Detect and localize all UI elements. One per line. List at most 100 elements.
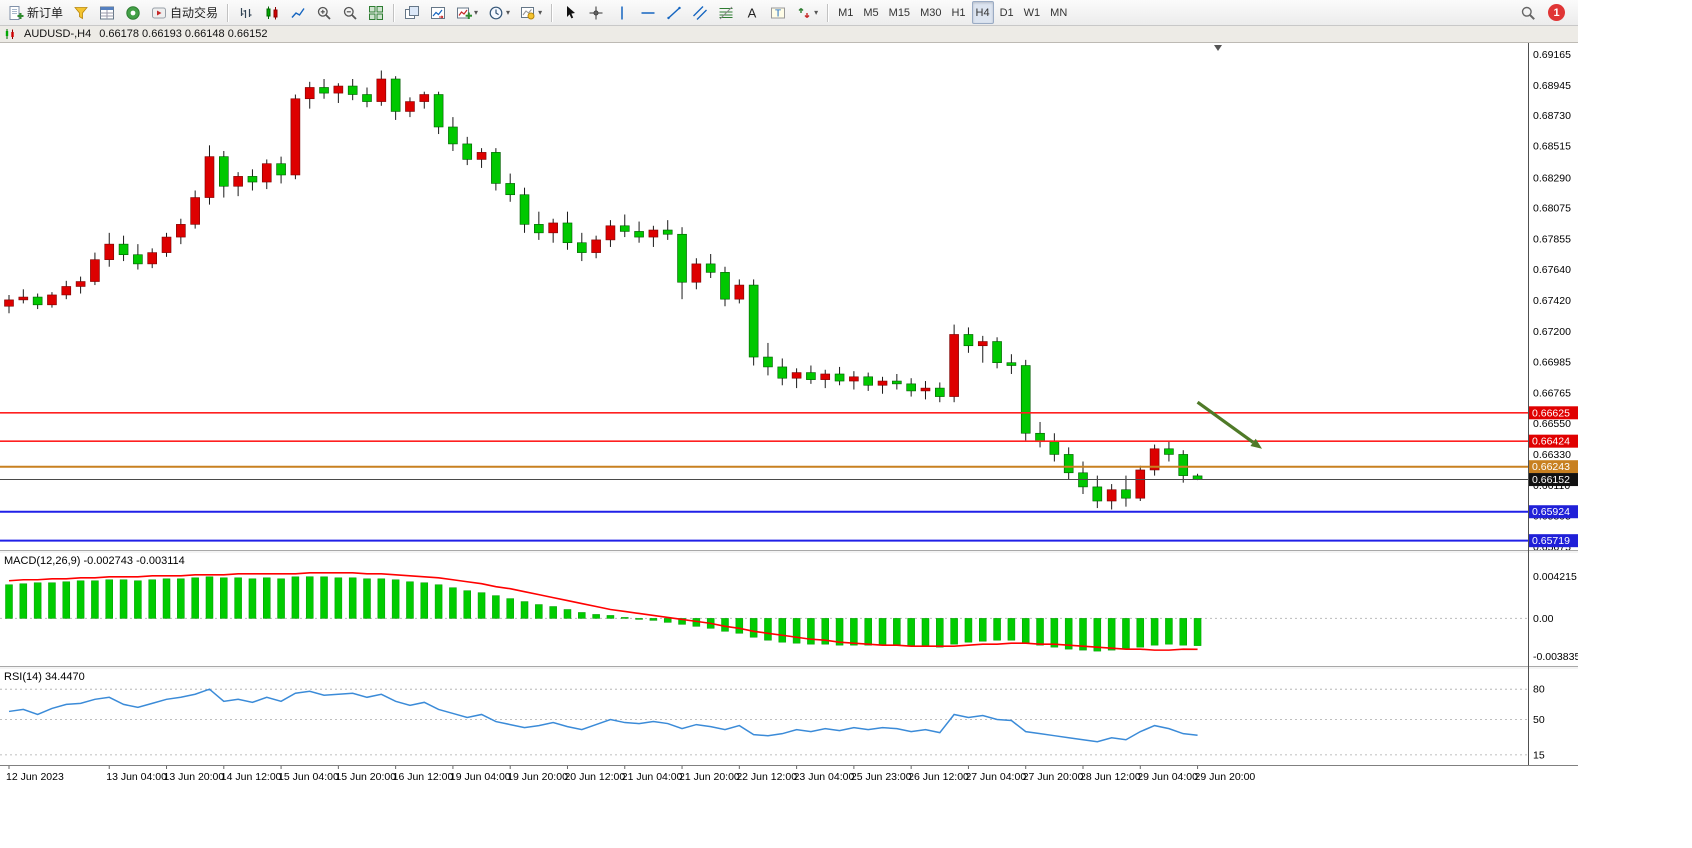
navigator-button[interactable] xyxy=(121,1,145,24)
bar-chart-button[interactable] xyxy=(234,1,258,24)
arrows-button[interactable]: ▾ xyxy=(792,1,822,24)
svg-text:19 Jun 20:00: 19 Jun 20:00 xyxy=(507,771,568,783)
chart-window-icon[interactable] xyxy=(4,28,16,40)
timeframe-h1-button[interactable]: H1 xyxy=(947,1,969,24)
price-axis-flag: 0.66152 xyxy=(1529,473,1578,487)
profiles-icon xyxy=(73,5,89,21)
search-icon xyxy=(1520,5,1536,21)
svg-text:80: 80 xyxy=(1533,684,1545,696)
new-order-button-label: 新订单 xyxy=(27,6,64,20)
macd-signal-line xyxy=(8,572,1198,651)
svg-text:0.66550: 0.66550 xyxy=(1533,418,1571,430)
profiles-button[interactable] xyxy=(69,1,93,24)
market-watch-button[interactable] xyxy=(95,1,119,24)
timeframe-m1-button[interactable]: M1 xyxy=(834,1,857,24)
svg-text:0.66424: 0.66424 xyxy=(1532,436,1570,448)
svg-text:0.68730: 0.68730 xyxy=(1533,110,1571,122)
timeframe-d1-button[interactable]: D1 xyxy=(996,1,1018,24)
chevron-down-icon: ▾ xyxy=(538,8,543,17)
svg-text:19 Jun 04:00: 19 Jun 04:00 xyxy=(450,771,511,783)
chart-canvas[interactable]: 0.69165 0.68945 0.68730 0.68515 0.68290 0.680… xyxy=(0,43,1578,787)
timeframe-m30-button[interactable]: M30 xyxy=(916,1,945,24)
svg-text:-0.003835: -0.003835 xyxy=(1533,651,1578,663)
templates-icon xyxy=(520,5,536,21)
timeframe-m15-button[interactable]: M15 xyxy=(885,1,914,24)
chart-shift-button[interactable] xyxy=(426,1,450,24)
indicators-button[interactable]: ▾ xyxy=(452,1,482,24)
chart-shift-marker[interactable] xyxy=(1214,45,1222,51)
chart-shift-icon xyxy=(430,5,446,21)
rsi-label: RSI(14) 34.4470 xyxy=(4,671,85,683)
toolbar-separator xyxy=(393,3,396,22)
bar-chart-icon xyxy=(238,5,254,21)
svg-text:50: 50 xyxy=(1533,714,1545,726)
svg-text:28 Jun 12:00: 28 Jun 12:00 xyxy=(1080,771,1141,783)
svg-text:T: T xyxy=(775,8,781,19)
auto-trading-button[interactable]: 自动交易 xyxy=(147,1,222,24)
macd-histogram xyxy=(5,576,1202,652)
zoom-in-button[interactable] xyxy=(312,1,336,24)
horizontal-line-button[interactable] xyxy=(636,1,660,24)
vertical-line-button[interactable] xyxy=(610,1,634,24)
timeframe-d1-button-label: D1 xyxy=(999,6,1014,19)
svg-text:0.67420: 0.67420 xyxy=(1533,295,1571,307)
chart-symbol-timeframe: AUDUSD-,H4 xyxy=(24,28,92,40)
periods-icon xyxy=(488,5,504,21)
timeframe-m5-button[interactable]: M5 xyxy=(859,1,882,24)
candlestick-button[interactable] xyxy=(260,1,284,24)
svg-text:29 Jun 04:00: 29 Jun 04:00 xyxy=(1137,771,1198,783)
toolbar-separator xyxy=(227,3,230,22)
auto-trading-button-label: 自动交易 xyxy=(170,6,219,20)
crosshair-icon xyxy=(588,5,604,21)
periods-button[interactable]: ▾ xyxy=(484,1,514,24)
auto-arrange-icon xyxy=(404,5,420,21)
svg-text:0.68515: 0.68515 xyxy=(1533,141,1571,153)
zoom-out-button[interactable] xyxy=(338,1,362,24)
svg-text:0.68945: 0.68945 xyxy=(1533,80,1571,92)
text-button[interactable]: A xyxy=(740,1,764,24)
svg-text:0.66765: 0.66765 xyxy=(1533,388,1571,400)
trend-arrow-annotation[interactable] xyxy=(1196,400,1262,449)
channel-button[interactable] xyxy=(688,1,712,24)
svg-text:0.67855: 0.67855 xyxy=(1533,234,1571,246)
timeframe-h4-button[interactable]: H4 xyxy=(971,1,994,24)
svg-text:0.66330: 0.66330 xyxy=(1533,449,1571,461)
arrows-icon xyxy=(796,5,812,21)
tile-windows-button[interactable] xyxy=(364,1,388,24)
timeframe-w1-button-label: W1 xyxy=(1023,6,1041,19)
chart-ohlc-readout: 0.66178 0.66193 0.66148 0.66152 xyxy=(99,28,268,40)
notification-badge[interactable]: 1 xyxy=(1548,4,1565,21)
chart-title-bar: AUDUSD-,H4 0.66178 0.66193 0.66148 0.661… xyxy=(0,26,1578,43)
crosshair-button[interactable] xyxy=(584,1,608,24)
vertical-line-icon xyxy=(614,5,630,21)
svg-text:13 Jun 04:00: 13 Jun 04:00 xyxy=(106,771,167,783)
svg-text:0.00: 0.00 xyxy=(1533,613,1554,625)
price-axis-flag: 0.66625 xyxy=(1529,406,1578,420)
svg-text:16 Jun 12:00: 16 Jun 12:00 xyxy=(393,771,454,783)
svg-text:20 Jun 12:00: 20 Jun 12:00 xyxy=(564,771,625,783)
trendline-button[interactable] xyxy=(662,1,686,24)
search-button[interactable] xyxy=(1516,1,1540,24)
timeframe-w1-button[interactable]: W1 xyxy=(1020,1,1045,24)
line-chart-button[interactable] xyxy=(286,1,310,24)
svg-text:15: 15 xyxy=(1533,749,1545,761)
timeframe-mn-button[interactable]: MN xyxy=(1046,1,1071,24)
auto-arrange-button[interactable] xyxy=(400,1,424,24)
autotrading-icon xyxy=(151,5,167,21)
indicators-icon xyxy=(456,5,473,21)
new-order-button[interactable]: 新订单 xyxy=(4,1,67,24)
svg-text:29 Jun 20:00: 29 Jun 20:00 xyxy=(1195,771,1256,783)
timeframe-m30-button-label: M30 xyxy=(920,6,942,19)
timeframe-m15-button-label: M15 xyxy=(888,6,911,19)
svg-text:23 Jun 04:00: 23 Jun 04:00 xyxy=(794,771,855,783)
fibonacci-button[interactable] xyxy=(714,1,738,24)
fibonacci-icon xyxy=(718,5,734,21)
svg-text:0.65924: 0.65924 xyxy=(1532,506,1570,518)
price-axis-flag: 0.66243 xyxy=(1529,460,1578,474)
label-button[interactable]: T xyxy=(766,1,790,24)
mt4-window: 新订单 自动交易 ▾ ▾ ▾ A T ▾ M1 M5 M15 M30 H1 H4 D1 W1 MN 1 AUDUS… xyxy=(0,0,1578,787)
price-axis-flag: 0.65719 xyxy=(1529,534,1578,548)
cursor-button[interactable] xyxy=(558,1,582,24)
templates-button[interactable]: ▾ xyxy=(516,1,546,24)
